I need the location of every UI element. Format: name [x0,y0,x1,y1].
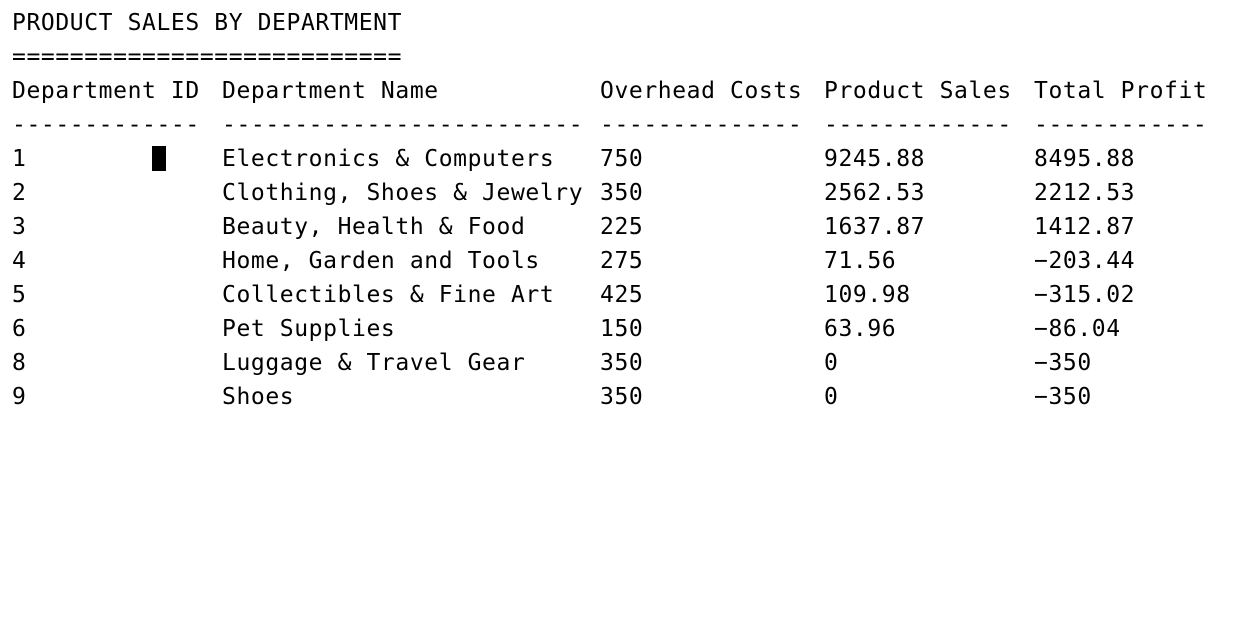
cell-total-profit: −86.04 [1034,316,1121,342]
cell-product-sales: 0 [824,350,839,376]
terminal-output: PRODUCT SALES BY DEPARTMENT ============… [12,10,1207,414]
cell-department-name: Beauty, Health & Food [222,214,526,240]
table-row: 9 Shoes 350 0 −350 [12,380,1091,414]
cell-department-name: Clothing, Shoes & Jewelry [222,180,584,206]
table-row: 4 Home, Garden and Tools 275 71.56 −203.… [12,244,1135,278]
table-row: 2 Clothing, Shoes & Jewelry 350 2562.53 … [12,176,1135,210]
header-department-id: Department ID [12,78,200,104]
cell-department-name: Pet Supplies [222,316,396,342]
cell-overhead-costs: 275 [600,248,644,274]
cell-overhead-costs: 750 [600,146,644,172]
report-title-underline: =========================== [12,44,403,70]
cell-product-sales: 9245.88 [824,146,926,172]
header-overhead-costs: Overhead Costs [600,78,803,104]
cell-total-profit: 8495.88 [1034,146,1136,172]
cell-overhead-costs: 350 [600,180,644,206]
cell-department-name: Luggage & Travel Gear [222,350,526,376]
cell-department-id: 8 [12,350,27,376]
cell-product-sales: 1637.87 [824,214,926,240]
cell-overhead-costs: 225 [600,214,644,240]
separator-total-profit: ------------ [1034,112,1208,138]
cell-department-id: 1 [12,146,27,172]
header-department-name: Department Name [222,78,439,104]
cell-department-id: 4 [12,248,27,274]
cell-product-sales: 63.96 [824,316,897,342]
table-row: 5 Collectibles & Fine Art 425 109.98 −31… [12,278,1135,312]
cell-department-id: 3 [12,214,27,240]
cell-total-profit: −203.44 [1034,248,1136,274]
table-row: 8 Luggage & Travel Gear 350 0 −350 [12,346,1091,380]
cell-product-sales: 0 [824,384,839,410]
cell-product-sales: 109.98 [824,282,911,308]
cell-department-id: 6 [12,316,27,342]
separator-department-name: ------------------------- [222,112,584,138]
table-row: 3 Beauty, Health & Food 225 1637.87 1412… [12,210,1135,244]
table-header-row: Department ID Department Name Overhead C… [12,74,1207,108]
cell-department-name: Shoes [222,384,295,410]
cell-total-profit: −315.02 [1034,282,1136,308]
text-cursor [152,146,166,171]
cell-department-name: Home, Garden and Tools [222,248,540,274]
header-total-profit: Total Profit [1034,78,1208,104]
cell-total-profit: −350 [1034,350,1092,376]
table-row: 6 Pet Supplies 150 63.96 −86.04 [12,312,1120,346]
table-row: 1 Electronics & Computers 750 9245.88 84… [12,142,1135,176]
cell-total-profit: −350 [1034,384,1092,410]
cell-department-id: 9 [12,384,27,410]
cell-product-sales: 71.56 [824,248,897,274]
cell-overhead-costs: 350 [600,350,644,376]
cell-product-sales: 2562.53 [824,180,926,206]
table-separator-row: ------------- ------------------------- … [12,108,1207,142]
separator-overhead-costs: -------------- [600,112,803,138]
report-title: PRODUCT SALES BY DEPARTMENT [12,10,403,36]
cell-total-profit: 2212.53 [1034,180,1136,206]
separator-product-sales: ------------- [824,112,1012,138]
cell-department-id: 2 [12,180,27,206]
header-product-sales: Product Sales [824,78,1012,104]
cell-overhead-costs: 350 [600,384,644,410]
cell-department-id: 5 [12,282,27,308]
cell-department-name: Electronics & Computers [222,146,555,172]
cell-overhead-costs: 150 [600,316,644,342]
cell-total-profit: 1412.87 [1034,214,1136,240]
separator-department-id: ------------- [12,112,200,138]
cell-department-name: Collectibles & Fine Art [222,282,555,308]
cell-overhead-costs: 425 [600,282,644,308]
